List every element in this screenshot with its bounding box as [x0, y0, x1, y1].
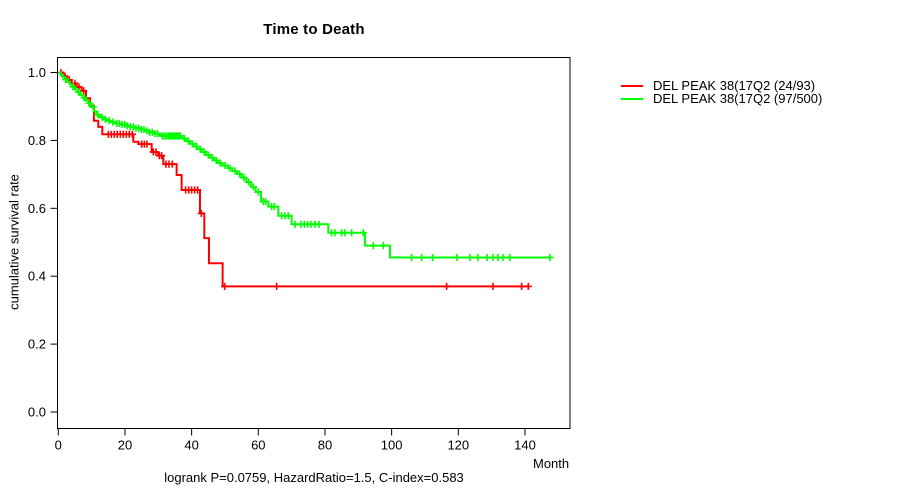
x-axis-title: Month: [533, 456, 570, 471]
y-tick-label: 0.0: [28, 405, 46, 420]
y-tick-label: 0.8: [28, 133, 46, 148]
x-tick-label: 60: [251, 438, 265, 453]
y-tick-label: 1.0: [28, 65, 46, 80]
y-tick-label: 0.4: [28, 269, 46, 284]
x-tick-label: 100: [381, 438, 403, 453]
page-title: Time to Death: [263, 21, 365, 38]
x-tick-label: 80: [318, 438, 332, 453]
green-series-line-swatch: [621, 97, 643, 100]
x-tick-label: 120: [447, 438, 469, 453]
x-tick-label: 140: [514, 438, 536, 453]
survival-curve-green: [58, 71, 552, 259]
x-tick-label: 20: [118, 438, 132, 453]
legend-item: DEL PEAK 38(17Q2 (24/93): [621, 78, 822, 93]
statistics-annotation: logrank P=0.0759, HazardRatio=1.5, C-ind…: [164, 470, 464, 485]
red-series-line-swatch: [621, 84, 643, 87]
y-tick-label: 0.6: [28, 201, 46, 216]
x-tick-label: 40: [184, 438, 198, 453]
survival-curve-red: [58, 71, 529, 288]
legend-label: DEL PEAK 38(17Q2 (24/93): [653, 78, 816, 93]
x-tick-label: 0: [55, 438, 62, 453]
y-axis-title: cumulative survival rate: [6, 174, 22, 310]
legend-label: DEL PEAK 38(17Q2 (97/500): [653, 91, 823, 106]
plot-frame: [57, 57, 571, 429]
legend: DEL PEAK 38(17Q2 (24/93) DEL PEAK 38(17Q…: [621, 78, 823, 106]
y-tick-label: 0.2: [28, 337, 46, 352]
legend-item: DEL PEAK 38(17Q2 (97/500): [621, 91, 823, 106]
